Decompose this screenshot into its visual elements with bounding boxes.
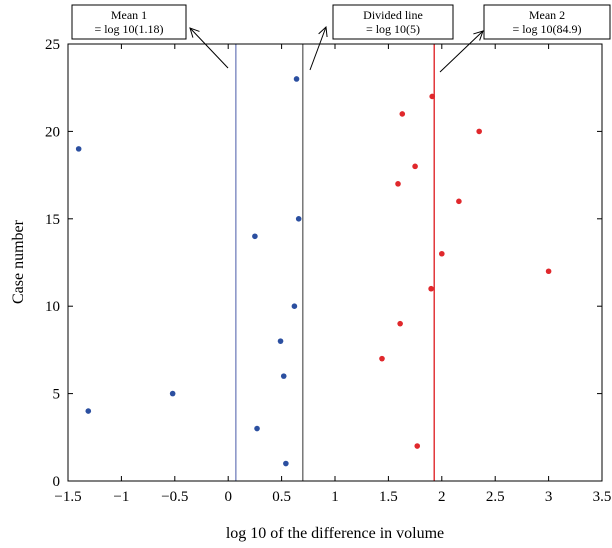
annotation-line-1: Divided line — [363, 8, 423, 22]
annotation-arrow — [189, 27, 229, 69]
data-point-series-1 — [75, 146, 82, 152]
data-point-series-2 — [397, 320, 403, 327]
data-point-series-2 — [476, 128, 482, 135]
y-tick-label: 5 — [53, 387, 61, 403]
data-point-series-1 — [254, 425, 260, 432]
annotation-arrow — [309, 26, 327, 71]
annotation-arrowhead — [189, 27, 200, 38]
y-tick-label: 15 — [45, 212, 60, 228]
data-point-series-2 — [414, 443, 421, 449]
y-axis-label: Case number — [10, 219, 27, 304]
annotation-line-1: Mean 1 — [111, 8, 147, 22]
data-point-series-2 — [456, 198, 462, 205]
y-tick-label: 20 — [45, 124, 60, 140]
annotation-divided-line: Divided line= log 10(5) — [309, 4, 454, 71]
x-tick-label: −0.5 — [161, 489, 188, 505]
annotation-mean-2: Mean 2= log 10(84.9) — [439, 4, 611, 73]
annotation-line-2: = log 10(84.9) — [512, 22, 581, 36]
data-point-series-1 — [85, 408, 92, 414]
annotation-arrow — [439, 30, 484, 73]
annotations: Mean 1= log 10(1.18)Divided line= log 10… — [71, 4, 611, 73]
annotation-line-1: Mean 2 — [529, 8, 565, 22]
data-point-series-2 — [399, 111, 406, 117]
data-point-series-1 — [169, 390, 176, 397]
y-tick-label: 25 — [45, 37, 60, 53]
data-point-series-1 — [283, 460, 289, 467]
annotation-arrowhead — [473, 30, 484, 41]
data-point-series-1 — [295, 216, 302, 222]
data-point-series-2 — [412, 163, 418, 170]
annotation-arrowhead — [318, 25, 328, 38]
x-tick-label: 0.5 — [272, 489, 291, 505]
x-tick-label: 0 — [224, 489, 232, 505]
plot-frame — [67, 43, 603, 482]
x-tick-label: 2.5 — [486, 489, 505, 505]
data-point-series-2 — [429, 93, 435, 100]
x-tick-label: −1 — [113, 489, 129, 505]
x-tick-label: 3.5 — [593, 489, 612, 505]
annotation-line-2: = log 10(1.18) — [94, 22, 163, 36]
data-point-series-2 — [428, 285, 434, 292]
x-tick-label: 3 — [545, 489, 553, 505]
x-tick-label: 1.5 — [379, 489, 398, 505]
y-tick-label: 0 — [53, 474, 61, 490]
data-point-series-2 — [395, 181, 401, 187]
data-point-series-1 — [293, 76, 300, 82]
data-point-series-1 — [291, 303, 298, 310]
annotation-line-2: = log 10(5) — [366, 22, 420, 36]
data-point-series-1 — [277, 338, 284, 344]
data-point-series-2 — [545, 268, 552, 275]
annotation-box — [332, 4, 454, 40]
data-point-series-2 — [439, 250, 445, 257]
plot-area — [75, 44, 552, 481]
x-tick-label: 1 — [331, 489, 339, 505]
axes: −1.5 −1 −0.5 0 0.5 1 1.5 2 2.5 3 3.5 0 5 10 15 20 25 — [45, 37, 611, 505]
annotation-mean-1: Mean 1= log 10(1.18) — [71, 4, 229, 69]
y-tick-label: 10 — [45, 299, 60, 315]
data-point-series-1 — [280, 373, 287, 379]
x-tick-label: 2 — [438, 489, 446, 505]
annotation-box — [71, 4, 187, 40]
x-axis-label: log 10 of the difference in volume — [226, 525, 444, 542]
data-point-series-1 — [252, 233, 258, 240]
data-point-series-2 — [379, 355, 385, 362]
x-tick-label: −1.5 — [54, 489, 81, 505]
annotation-box — [483, 4, 611, 40]
